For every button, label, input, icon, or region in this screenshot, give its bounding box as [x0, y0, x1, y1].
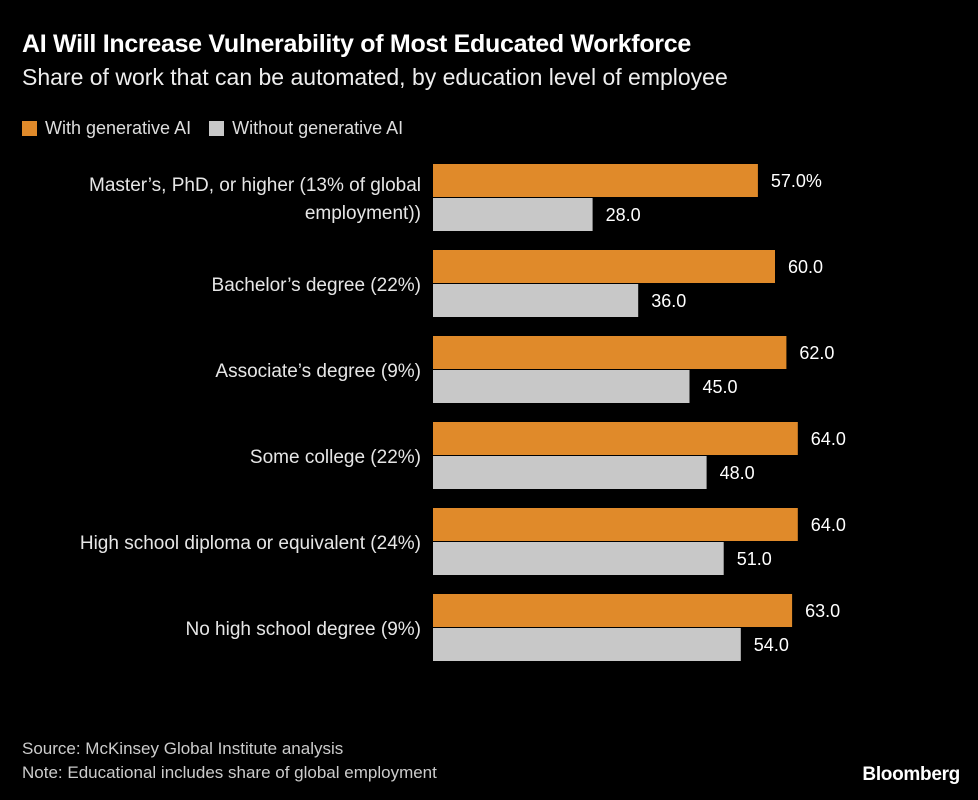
bar-with-ai [433, 336, 787, 369]
chart-title: AI Will Increase Vulnerability of Most E… [22, 30, 691, 58]
value-label: 48.0 [720, 463, 755, 483]
bar-with-ai [433, 164, 758, 197]
category-label: Some college (22%) [250, 447, 421, 468]
category-label: employment)) [305, 203, 421, 224]
value-label: 62.0 [799, 343, 834, 363]
bar-without-ai [433, 284, 639, 317]
footnotes: Source: McKinsey Global Institute analys… [22, 737, 437, 785]
category-label: Bachelor’s degree (22%) [212, 275, 421, 296]
category-label: High school diploma or equivalent (24%) [80, 533, 421, 554]
category-label: No high school degree (9%) [185, 619, 421, 640]
value-label: 51.0 [737, 549, 772, 569]
bar-without-ai [433, 370, 690, 403]
value-label: 28.0 [606, 205, 641, 225]
value-label: 63.0 [805, 601, 840, 621]
legend-item-without-ai: Without generative AI [209, 118, 403, 139]
bloomberg-logo: Bloomberg [862, 764, 960, 785]
bar-without-ai [433, 628, 741, 661]
bar-without-ai [433, 456, 707, 489]
value-label: 64.0 [811, 515, 846, 535]
category-label: Associate’s degree (9%) [215, 361, 421, 382]
source-text: Source: McKinsey Global Institute analys… [22, 739, 344, 758]
legend-swatch-gray [209, 121, 225, 136]
bar-with-ai [433, 250, 775, 283]
category-label: Master’s, PhD, or higher (13% of global [89, 175, 421, 196]
value-label: 54.0 [754, 635, 789, 655]
bar-with-ai [433, 508, 798, 541]
bar-with-ai [433, 422, 798, 455]
legend-swatch-orange [22, 121, 37, 136]
legend: With generative AI Without generative AI [22, 118, 413, 139]
note-text: Note: Educational includes share of glob… [22, 763, 437, 782]
bar-without-ai [433, 198, 593, 231]
legend-label: With generative AI [45, 118, 192, 138]
bar-without-ai [433, 542, 724, 575]
value-label: 60.0 [788, 257, 823, 277]
bar-with-ai [433, 594, 793, 627]
value-label: 45.0 [703, 377, 738, 397]
legend-item-with-ai: With generative AI [22, 118, 191, 139]
value-label: 36.0 [651, 291, 686, 311]
legend-label: Without generative AI [232, 118, 404, 138]
value-label: 57.0% [771, 171, 822, 191]
chart-subtitle: Share of work that can be automated, by … [22, 64, 728, 90]
value-label: 64.0 [811, 429, 846, 449]
